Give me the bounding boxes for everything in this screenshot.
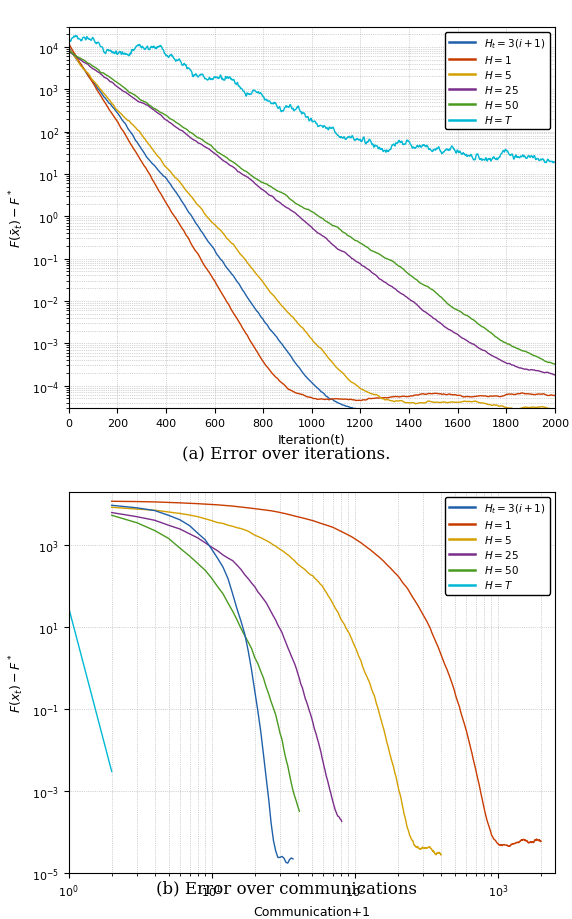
Y-axis label: $F(x_t) - F^*$: $F(x_t) - F^*$	[7, 653, 26, 712]
X-axis label: Communication+1: Communication+1	[253, 905, 370, 918]
Legend: $H_t = 3(i+1)$, $H = 1$, $H = 5$, $H = 25$, $H = 50$, $H = T$: $H_t = 3(i+1)$, $H = 1$, $H = 5$, $H = 2…	[445, 33, 550, 130]
Legend: $H_t = 3(i+1)$, $H = 1$, $H = 5$, $H = 25$, $H = 50$, $H = T$: $H_t = 3(i+1)$, $H = 1$, $H = 5$, $H = 2…	[445, 497, 550, 595]
Text: (a) Error over iterations.: (a) Error over iterations.	[182, 446, 390, 462]
X-axis label: Iteration(t): Iteration(t)	[278, 434, 345, 447]
Text: (b) Error over communications: (b) Error over communications	[156, 879, 416, 896]
Y-axis label: $F(\bar{x}_t) - F^*$: $F(\bar{x}_t) - F^*$	[7, 188, 26, 248]
